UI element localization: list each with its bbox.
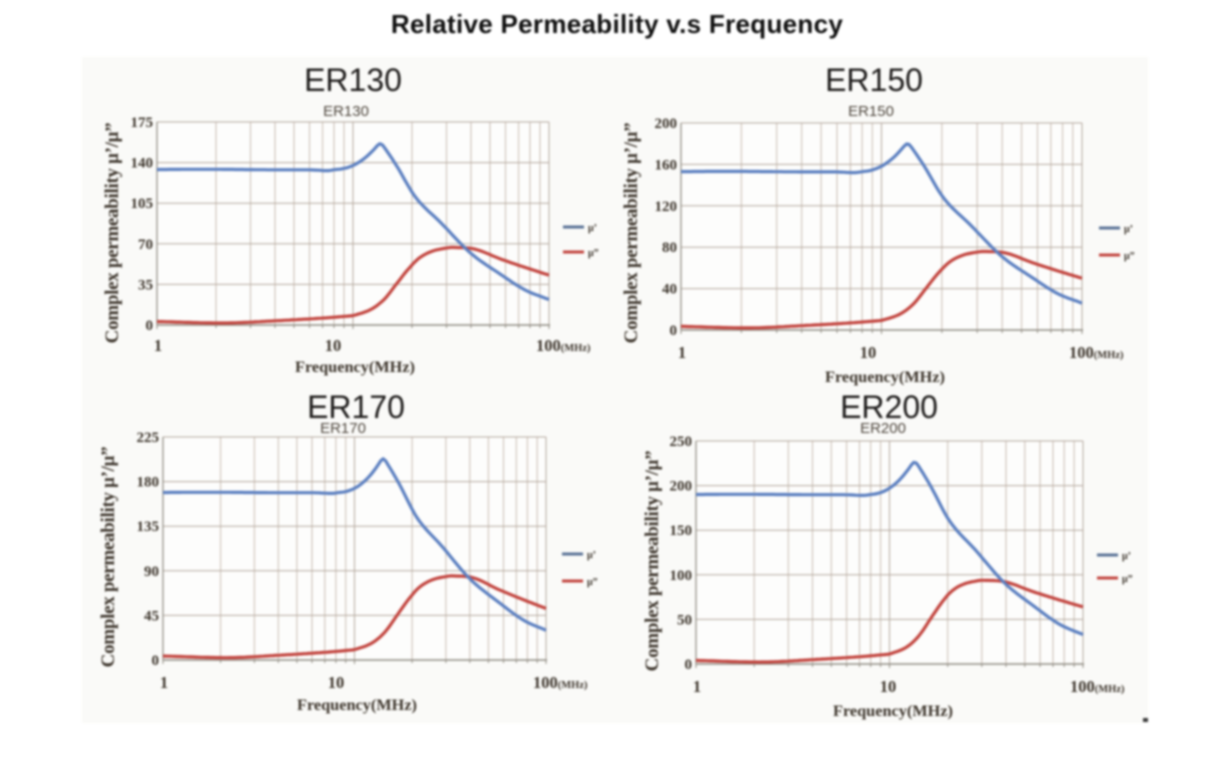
- svg-text:135: 135: [137, 519, 160, 535]
- svg-text:200: 200: [670, 479, 693, 495]
- svg-text:μ’: μ’: [1122, 551, 1131, 562]
- svg-text:10: 10: [880, 677, 897, 696]
- svg-text:200: 200: [655, 116, 678, 132]
- svg-text:Complex permeability μ’/μ”: Complex permeability μ’/μ”: [98, 447, 119, 668]
- svg-text:0: 0: [146, 318, 154, 334]
- svg-text:90: 90: [144, 564, 159, 580]
- svg-text:100: 100: [670, 568, 693, 584]
- svg-text:μ”: μ”: [588, 248, 599, 259]
- svg-text:35: 35: [138, 277, 153, 293]
- svg-text:70: 70: [138, 237, 153, 253]
- svg-text:Frequency(MHz): Frequency(MHz): [833, 701, 953, 720]
- svg-text:Relative Permeability v.s Freq: Relative Permeability v.s Frequency: [391, 9, 843, 39]
- svg-text:160: 160: [655, 157, 678, 173]
- svg-text:150: 150: [670, 523, 693, 539]
- svg-text:Frequency(MHz): Frequency(MHz): [297, 695, 417, 714]
- svg-text:ER200: ER200: [840, 389, 938, 425]
- svg-text:250: 250: [670, 434, 693, 450]
- svg-text:μ’: μ’: [588, 223, 597, 234]
- svg-text:120: 120: [655, 199, 678, 215]
- svg-text:10: 10: [328, 673, 345, 692]
- svg-text:Frequency(MHz): Frequency(MHz): [295, 357, 415, 376]
- svg-text:Complex permeability μ’/μ”: Complex permeability μ’/μ”: [642, 451, 663, 672]
- svg-text:175: 175: [131, 115, 154, 131]
- svg-text:1: 1: [678, 343, 686, 362]
- svg-text:10: 10: [860, 343, 877, 362]
- svg-text:1: 1: [160, 673, 168, 692]
- svg-text:μ’: μ’: [587, 550, 596, 561]
- svg-text:μ’: μ’: [1124, 224, 1133, 235]
- svg-text:μ”: μ”: [1124, 251, 1135, 262]
- svg-text:ER150: ER150: [848, 103, 894, 120]
- svg-text:ER170: ER170: [307, 389, 405, 425]
- svg-text:ER150: ER150: [825, 62, 923, 98]
- svg-text:Frequency(MHz): Frequency(MHz): [825, 367, 945, 386]
- svg-text:1: 1: [154, 336, 162, 355]
- svg-text:180: 180: [137, 475, 160, 491]
- svg-text:0: 0: [685, 657, 693, 673]
- svg-text:ER130: ER130: [304, 62, 402, 98]
- svg-text:Complex permeability μ’/μ”: Complex permeability μ’/μ”: [102, 123, 123, 344]
- svg-text:225: 225: [137, 430, 160, 446]
- svg-text:40: 40: [662, 282, 677, 298]
- svg-text:45: 45: [144, 608, 159, 624]
- svg-text:ER130: ER130: [323, 103, 369, 120]
- svg-text:1: 1: [693, 677, 701, 696]
- svg-text:ER200: ER200: [860, 420, 906, 437]
- svg-text:0: 0: [152, 653, 160, 669]
- svg-text:0: 0: [670, 323, 678, 339]
- svg-text:80: 80: [662, 240, 677, 256]
- svg-text:140: 140: [131, 156, 154, 172]
- svg-text:10: 10: [325, 336, 342, 355]
- svg-text:105: 105: [131, 196, 154, 212]
- svg-text:μ”: μ”: [587, 577, 598, 588]
- svg-text:Complex permeability μ’/μ”: Complex permeability μ’/μ”: [621, 123, 642, 344]
- svg-text:ER170: ER170: [320, 420, 366, 437]
- svg-text:μ”: μ”: [1122, 574, 1133, 585]
- svg-text:50: 50: [677, 612, 692, 628]
